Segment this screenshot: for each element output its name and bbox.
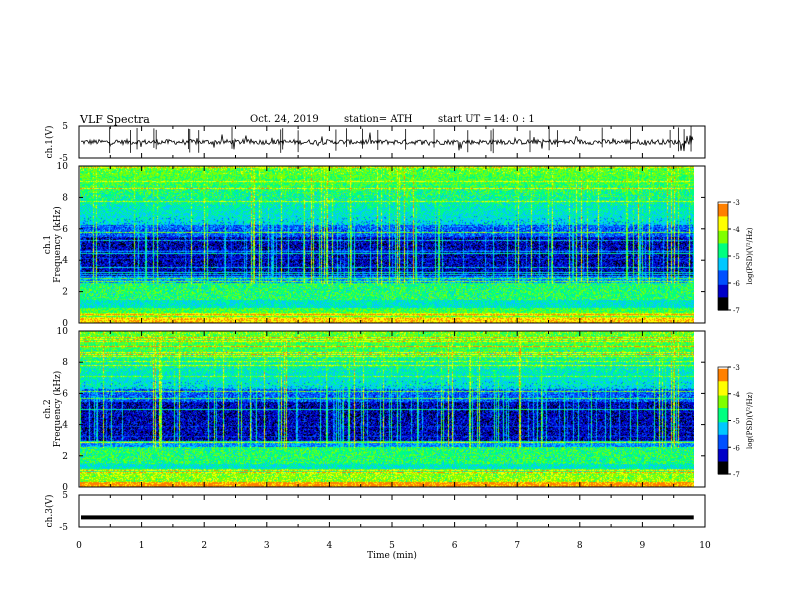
panel-ch1-spectrogram: 0 2 4 6 8 10 ch.1 Frequency (kHz) -3 -4 -5 -6 -7 log(…	[43, 162, 754, 329]
ch1-spectrogram-colorbar: -3 -4 -5 -6 -7 log(PSD)(V²/Hz)	[717, 199, 754, 315]
time-tick-7: 7	[514, 541, 520, 551]
time-tick-9: 9	[640, 541, 646, 551]
ch1-spectrogram-colorbar-tick-0: -3	[733, 199, 740, 207]
time-tick-8: 8	[577, 541, 583, 551]
ch2-spectrogram-colorbar-tick-0: -3	[733, 364, 740, 372]
panel-ch1-waveform: 5 -5 ch.1(V)	[44, 122, 706, 164]
ch2-spectrogram-colorbar-label: log(PSD)(V²/Hz)	[746, 392, 754, 449]
start-ut-value: 14: 0 : 1	[493, 114, 535, 125]
ch3-waveform-trace	[81, 515, 694, 520]
time-tick-6: 6	[452, 541, 458, 551]
chart-title: VLF Spectra	[80, 113, 150, 126]
ch2-spectrogram-ytick-4: 8	[62, 358, 68, 368]
ch1-waveform-frame	[78, 125, 706, 159]
ch2-spectrogram-colorbar-tick-1: -4	[733, 391, 740, 399]
ch1-spectrogram-ylabel-top: ch.1	[43, 235, 53, 254]
ch2-spectrogram-colorbar-tick-2: -5	[733, 418, 740, 426]
ch1-spectrogram-ytick-1: 2	[62, 288, 68, 298]
time-tick-4: 4	[327, 541, 333, 551]
station-label: station= ATH	[344, 114, 413, 125]
panel-ch2-spectrogram: 0 2 4 6 8 10 ch.2 Frequency (kHz) -3 -4 -5 -6 -7 log(…	[43, 327, 754, 493]
ch1-spectrogram-colorbar-tick-1: -4	[733, 226, 740, 234]
ch2-spectrogram-ytick-3: 6	[62, 389, 68, 399]
ch1-spectrogram-image	[80, 166, 694, 323]
ch1-spectrogram-colorbar-tick-2: -5	[733, 253, 740, 261]
ch3-waveform-ytick-1: -5	[59, 523, 68, 533]
time-tick-5: 5	[389, 541, 395, 551]
time-tick-10: 10	[699, 541, 711, 551]
ch3-waveform-ylabel: ch.3(V)	[44, 495, 55, 528]
ch2-spectrogram-image	[80, 331, 694, 487]
ch1-waveform-ytick-0: 5	[62, 122, 68, 132]
ch2-spectrogram-ylabel: Frequency (kHz)	[52, 371, 63, 448]
ch1-spectrogram-ytick-2: 4	[62, 256, 68, 266]
ch1-waveform-ylabel: ch.1(V)	[44, 126, 55, 159]
date-label: Oct. 24, 2019	[250, 114, 319, 125]
ch2-spectrogram-ytick-1: 2	[62, 452, 68, 462]
time-tick-2: 2	[201, 541, 207, 551]
ch1-spectrogram-colorbar-tick-4: -7	[733, 307, 740, 315]
panel-ch3-waveform: 5 -5 ch.3(V)	[44, 491, 706, 533]
time-tick-3: 3	[264, 541, 270, 551]
ch1-waveform-ytick-1: -5	[59, 154, 68, 164]
ch3-waveform-frame	[78, 494, 706, 528]
ch2-spectrogram-colorbar-tick-3: -6	[733, 444, 740, 452]
ch2-spectrogram-ylabel-top: ch.2	[43, 399, 53, 418]
ch3-waveform-ytick-0: 5	[62, 491, 68, 501]
ch2-spectrogram-ytick-0: 0	[62, 483, 68, 493]
ch2-spectrogram-colorbar: -3 -4 -5 -6 -7 log(PSD)(V²/Hz)	[717, 364, 754, 479]
time-tick-1: 1	[139, 541, 145, 551]
ch1-spectrogram-ytick-5: 10	[57, 162, 69, 172]
time-axis: 0 1 2 3 4 5 6 7 8 9 10 Time (min)	[76, 541, 711, 561]
ch1-spectrogram-ytick-0: 0	[62, 319, 68, 329]
ch2-spectrogram-ytick-5: 10	[57, 327, 69, 337]
ch1-spectrogram-ylabel: Frequency (kHz)	[52, 206, 63, 283]
ch2-spectrogram-ytick-2: 4	[62, 421, 68, 431]
ch1-spectrogram-ytick-4: 8	[62, 193, 68, 203]
ch1-spectrogram-colorbar-tick-3: -6	[733, 280, 740, 288]
ch2-spectrogram-colorbar-tick-4: -7	[733, 471, 740, 479]
start-ut-label: start UT =	[438, 114, 492, 125]
time-tick-0: 0	[76, 541, 82, 551]
time-axis-label: Time (min)	[367, 550, 417, 561]
ch1-spectrogram-colorbar-label: log(PSD)(V²/Hz)	[746, 227, 754, 284]
ch1-spectrogram-ytick-3: 6	[62, 225, 68, 235]
ch1-waveform-trace	[80, 132, 694, 152]
